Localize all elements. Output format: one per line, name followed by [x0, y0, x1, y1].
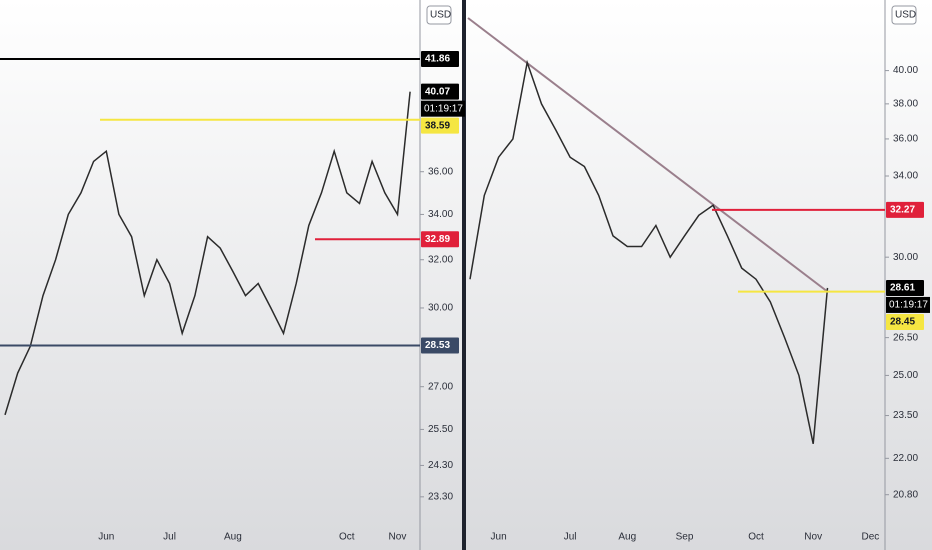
price-label: 41.86 [425, 54, 450, 65]
x-tick-label: Sep [676, 532, 694, 543]
x-tick-label: Oct [339, 532, 355, 543]
y-tick-label: 22.00 [893, 453, 918, 464]
unit-box [426, 5, 452, 25]
y-tick-label: 23.30 [428, 491, 453, 502]
price-label-box [421, 231, 459, 248]
x-tick-label: Jun [491, 532, 507, 543]
unit-box [891, 5, 917, 25]
y-tick-label: 24.30 [428, 460, 453, 471]
y-tick-label: 20.80 [893, 489, 918, 500]
price-label: 32.89 [425, 234, 450, 245]
price-label: 28.53 [425, 340, 450, 351]
price-label: 28.61 [890, 283, 915, 294]
y-tick-label: 26.50 [893, 332, 918, 343]
countdown: 01:19:17 [424, 103, 463, 114]
unit-label: USD [430, 10, 451, 21]
y-tick-label: 36.00 [428, 166, 453, 177]
x-tick-label: Aug [618, 532, 636, 543]
x-tick-label: Jul [564, 532, 577, 543]
countdown-box [886, 296, 930, 313]
y-tick-label: 25.50 [428, 424, 453, 435]
price-label-box [886, 279, 924, 296]
countdown-box [421, 100, 465, 117]
x-tick-label: Oct [748, 532, 764, 543]
price-label-box [421, 117, 459, 134]
unit-label: USD [895, 10, 916, 21]
y-tick-label: 40.00 [893, 65, 918, 76]
y-tick-label: 27.00 [428, 381, 453, 392]
price-label-box [886, 313, 924, 330]
price-label-box [421, 337, 459, 354]
x-tick-label: Nov [804, 532, 822, 543]
y-tick-label: 23.50 [893, 410, 918, 421]
y-tick-label: 32.00 [428, 254, 453, 265]
y-tick-label: 30.00 [893, 252, 918, 263]
y-tick-label: 25.00 [893, 370, 918, 381]
y-tick-label: 38.00 [893, 99, 918, 110]
x-tick-label: Jun [98, 532, 114, 543]
y-tick-label: 34.00 [428, 209, 453, 220]
price-label: 38.59 [425, 120, 450, 131]
price-label-box [421, 83, 459, 100]
price-line [4, 91, 411, 416]
x-tick-label: Aug [224, 532, 242, 543]
y-tick-label: 36.00 [893, 134, 918, 145]
price-label: 40.07 [425, 86, 450, 97]
pane-divider [462, 0, 466, 550]
countdown: 01:19:17 [889, 300, 928, 311]
x-tick-label: Nov [389, 532, 407, 543]
y-tick-label: 34.00 [893, 171, 918, 182]
price-label: 32.27 [890, 205, 915, 216]
price-label-box [886, 201, 924, 218]
price-label-box [421, 51, 459, 68]
y-tick-label: 30.00 [428, 303, 453, 314]
price-label: 28.45 [890, 317, 915, 328]
x-tick-label: Dec [862, 532, 880, 543]
x-tick-label: Jul [163, 532, 176, 543]
price-line [469, 59, 829, 444]
